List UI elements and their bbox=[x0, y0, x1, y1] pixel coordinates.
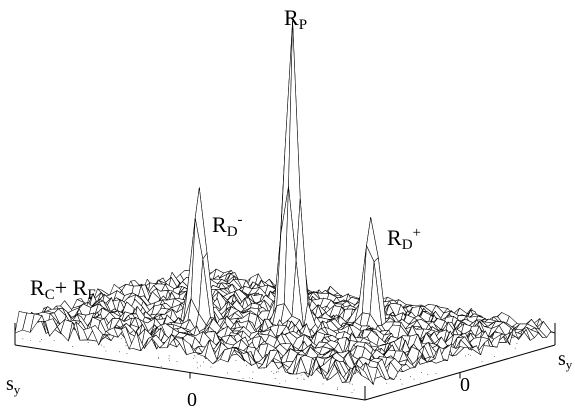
axis-ticks bbox=[189, 372, 461, 379]
axis-label-right: sy bbox=[558, 348, 573, 372]
peak-label-rd-plus: RD+ bbox=[387, 225, 421, 253]
axis-tick-left-zero: 0 bbox=[187, 389, 197, 411]
peak-label-rc-rf: RC+ RF bbox=[30, 275, 96, 303]
axis-label-left: sy bbox=[6, 373, 21, 397]
mesh-cell bbox=[357, 365, 370, 381]
peak-label-rp: RP bbox=[284, 5, 308, 33]
surface-mesh bbox=[14, 20, 556, 385]
base-frame-edges bbox=[14, 323, 556, 401]
axis-tick-right-zero: 0 bbox=[460, 374, 470, 396]
peak-label-rd-minus: RD- bbox=[212, 212, 243, 240]
